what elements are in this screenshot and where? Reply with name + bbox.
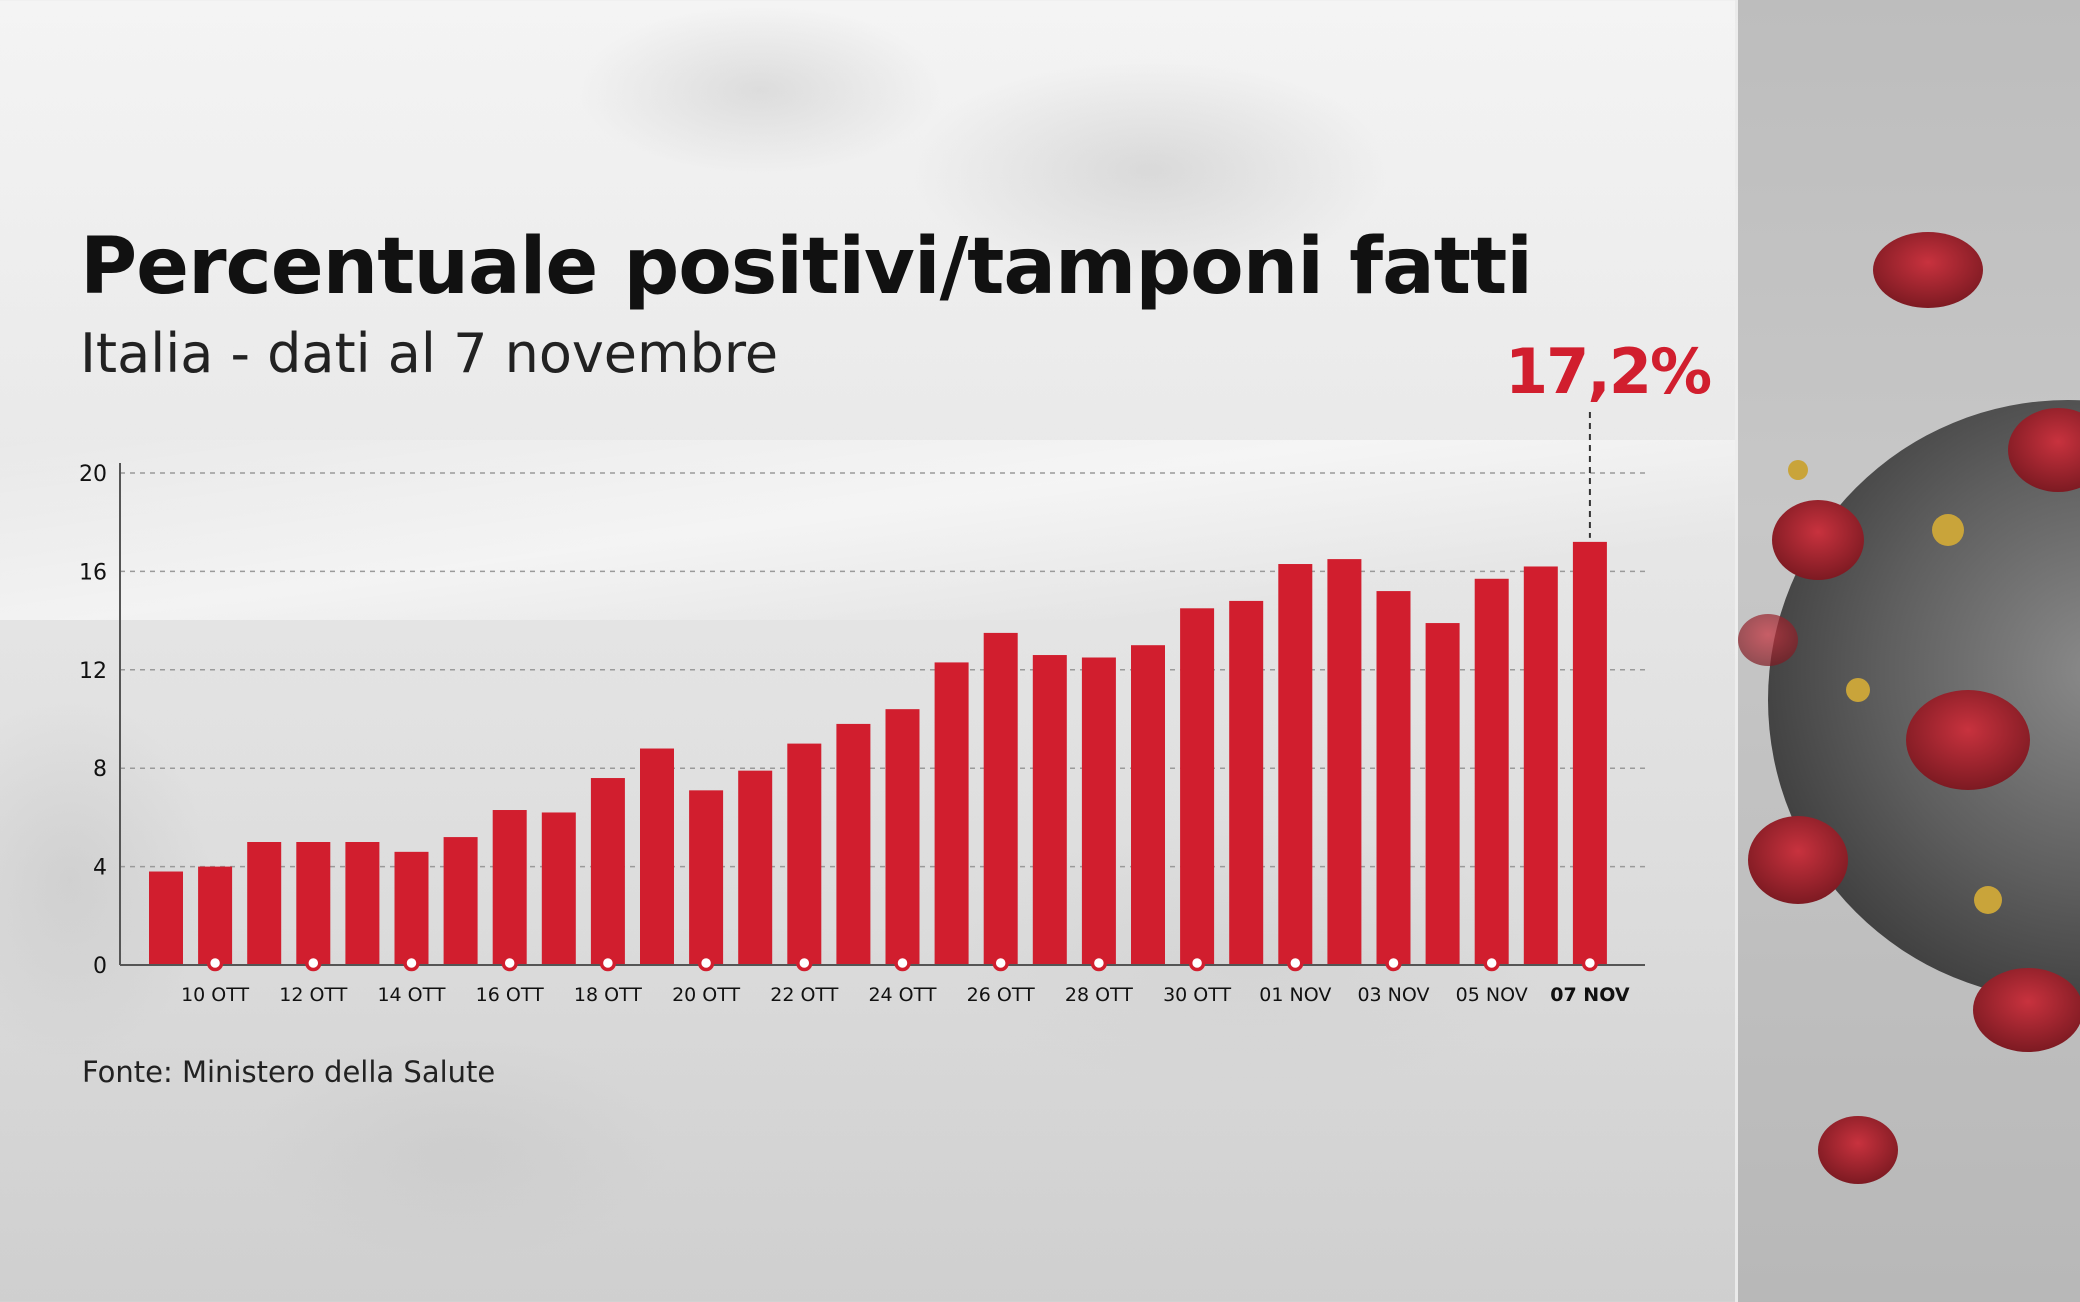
- x-tick-marker: [305, 954, 322, 972]
- source-note: Fonte: Ministero della Salute: [82, 1055, 496, 1089]
- grid-lines: [120, 472, 1645, 868]
- chart-subtitle: Italia - dati al 7 novembre: [80, 322, 779, 385]
- bar: [934, 662, 969, 965]
- bar: [1180, 608, 1215, 965]
- bar: [1425, 623, 1460, 965]
- x-tick-label: 16 OTT: [476, 984, 544, 1006]
- background-light-streak: [0, 440, 1735, 620]
- x-tick-marker: [1287, 954, 1304, 972]
- bar: [1572, 541, 1607, 965]
- bar: [689, 790, 724, 965]
- x-tick-marker: [1581, 954, 1599, 972]
- x-tick-label: 05 NOV: [1456, 984, 1528, 1006]
- bar: [640, 748, 674, 965]
- y-tick-label: 8: [93, 757, 107, 782]
- y-tick-label: 20: [79, 462, 107, 487]
- bar: [1474, 578, 1509, 965]
- bar: [1229, 600, 1264, 965]
- x-tick-marker: [894, 954, 911, 972]
- x-tick-label: 30 OTT: [1163, 984, 1231, 1006]
- bar: [541, 812, 576, 965]
- x-tick-label: 24 OTT: [868, 984, 936, 1006]
- bar: [1131, 645, 1165, 965]
- bar: [492, 810, 527, 965]
- bar: [885, 709, 920, 965]
- bar: [1081, 657, 1116, 965]
- bar: [836, 723, 871, 965]
- x-tick-marker: [992, 954, 1009, 972]
- x-tick-label: 28 OTT: [1065, 984, 1133, 1006]
- y-tick-label: 0: [93, 954, 107, 979]
- x-tick-marker: [403, 954, 420, 972]
- y-tick-label: 4: [93, 856, 107, 881]
- x-tick-marker: [1385, 954, 1402, 972]
- chart-title: Percentuale positivi/tamponi fatti: [80, 222, 1533, 312]
- bar: [296, 842, 331, 965]
- x-tick-label: 26 OTT: [967, 984, 1035, 1006]
- x-tick-label: 12 OTT: [279, 984, 347, 1006]
- y-tick-label: 16: [79, 560, 107, 585]
- x-tick-label: 14 OTT: [377, 984, 445, 1006]
- virus-illustration: [1735, 0, 2080, 1302]
- x-tick-labels: 10 OTT 12 OTT 14 OTT 16 OTT 18 OTT 20 OTT 22 O…: [181, 954, 1630, 1006]
- x-tick-label: 18 OTT: [574, 984, 642, 1006]
- x-tick-label: 10 OTT: [181, 984, 249, 1006]
- y-tick-labels: 0 4 8 12 16 20: [79, 462, 107, 979]
- x-tick-label: 07 NOV: [1550, 984, 1630, 1006]
- x-tick-marker: [796, 954, 813, 972]
- bar: [738, 770, 773, 965]
- bar-chart: 0 4 8 12 16 20 10 OTT 12 OTT 14 OTT 16 OTT 18 OTT…: [79, 412, 1645, 1006]
- bar: [1376, 591, 1411, 965]
- bar: [787, 743, 822, 965]
- x-tick-label: 22 OTT: [770, 984, 838, 1006]
- x-tick-label: 01 NOV: [1259, 984, 1331, 1006]
- bar: [1523, 566, 1558, 965]
- bar: [198, 866, 233, 965]
- bar: [443, 837, 478, 965]
- x-tick-marker: [501, 954, 518, 972]
- bar: [345, 842, 380, 965]
- bar: [1327, 559, 1362, 965]
- y-tick-label: 12: [79, 659, 107, 684]
- bar: [149, 871, 183, 965]
- x-tick-marker: [1090, 954, 1108, 972]
- bar: [247, 842, 282, 965]
- x-tick-label: 03 NOV: [1357, 984, 1429, 1006]
- highlight-value-label: 17,2%: [1505, 335, 1712, 408]
- x-tick-marker: [1188, 954, 1206, 972]
- x-tick-marker: [697, 954, 715, 972]
- x-tick-marker: [1483, 954, 1500, 972]
- bars: [149, 541, 1607, 965]
- x-tick-label: 20 OTT: [672, 984, 740, 1006]
- bar: [394, 851, 429, 965]
- bar: [983, 632, 1018, 965]
- x-tick-marker: [206, 954, 224, 972]
- bar: [1278, 564, 1313, 965]
- bar: [590, 778, 625, 965]
- x-tick-marker: [599, 954, 617, 972]
- bar: [1032, 655, 1067, 965]
